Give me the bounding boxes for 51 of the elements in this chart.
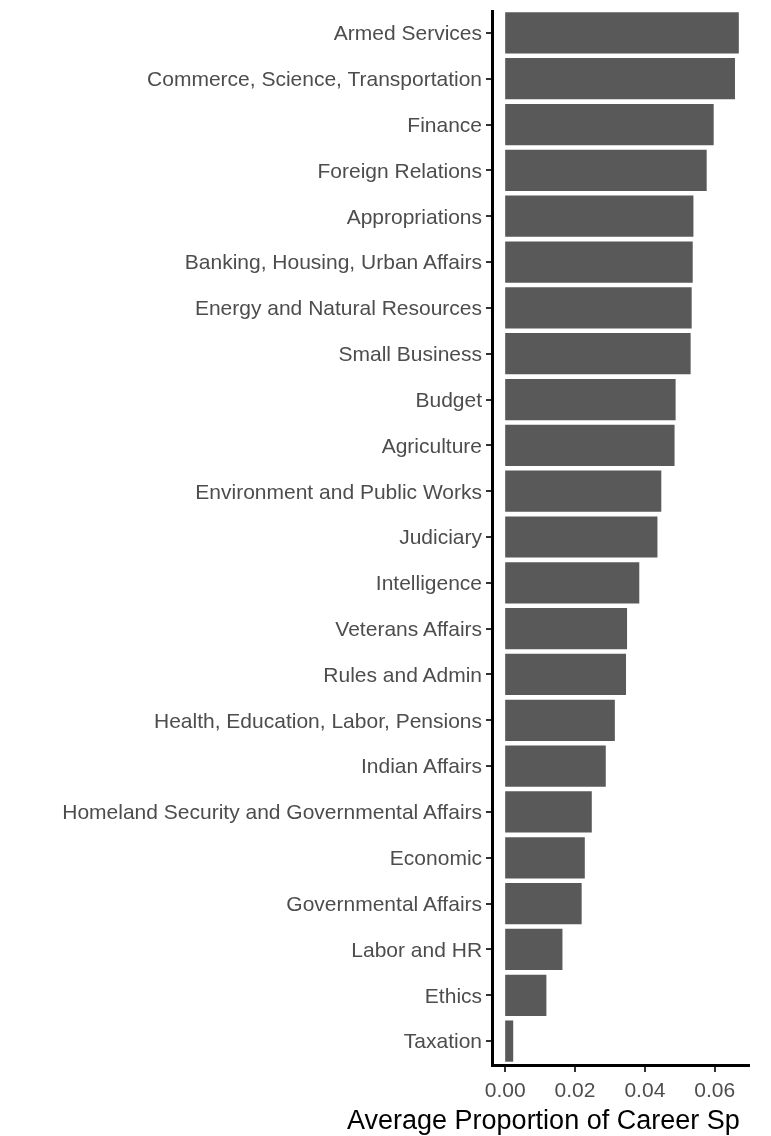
bar bbox=[505, 195, 694, 237]
bar bbox=[505, 287, 692, 329]
bar bbox=[505, 103, 714, 146]
x-axis-title: Average Proportion of Career Sp bbox=[347, 1105, 740, 1135]
bar bbox=[505, 837, 585, 879]
y-tick-label: Foreign Relations bbox=[317, 158, 483, 182]
y-tick-label: Economic bbox=[389, 846, 483, 870]
bar bbox=[505, 12, 739, 54]
y-tick-label: Rules and Admin bbox=[323, 662, 483, 686]
bar bbox=[505, 791, 592, 833]
bar bbox=[505, 1020, 514, 1062]
bar bbox=[505, 928, 563, 971]
y-tick-label: Ethics bbox=[424, 983, 483, 1007]
y-tick-label: Finance bbox=[407, 112, 483, 136]
bar bbox=[505, 699, 615, 741]
bar bbox=[505, 608, 628, 650]
y-tick-label: Taxation bbox=[403, 1029, 483, 1053]
bar bbox=[505, 653, 627, 696]
x-tick-label: 0.04 bbox=[624, 1077, 666, 1101]
y-tick-label: Appropriations bbox=[346, 204, 483, 228]
y-tick-label: Small Business bbox=[338, 342, 483, 366]
y-tick-label: Veterans Affairs bbox=[335, 617, 483, 640]
bar bbox=[505, 424, 675, 466]
y-tick-label: Homeland Security and Governmental Affairs bbox=[62, 800, 483, 824]
bar bbox=[505, 58, 735, 100]
y-tick-label: Intelligence bbox=[375, 571, 483, 595]
bar bbox=[505, 333, 691, 375]
y-tick-label: Environment and Public Works bbox=[195, 479, 483, 503]
bar bbox=[505, 974, 547, 1016]
y-tick-label: Banking, Housing, Urban Affairs bbox=[184, 250, 483, 274]
y-tick-label: Armed Services bbox=[333, 21, 483, 45]
bar bbox=[505, 241, 693, 283]
y-tick-label: Budget bbox=[415, 387, 483, 411]
bar bbox=[505, 745, 606, 787]
y-tick-label: Indian Affairs bbox=[361, 754, 483, 778]
x-tick-label: 0.00 bbox=[484, 1077, 526, 1101]
y-tick-label: Judiciary bbox=[399, 525, 483, 549]
y-tick-label: Energy and Natural Resources bbox=[194, 296, 483, 320]
bar bbox=[505, 516, 658, 558]
y-tick-label: Labor and HR bbox=[351, 937, 483, 961]
bar bbox=[505, 149, 707, 192]
x-tick-label: 0.02 bbox=[554, 1077, 596, 1101]
y-tick-label: Governmental Affairs bbox=[286, 891, 483, 915]
y-tick-label: Agriculture bbox=[381, 433, 483, 457]
y-tick-label: Commerce, Science, Transportation bbox=[147, 67, 483, 91]
bar bbox=[505, 470, 662, 512]
bar bbox=[505, 882, 582, 925]
bar bbox=[505, 562, 640, 604]
y-tick-label: Health, Education, Labor, Pensions bbox=[153, 708, 483, 732]
bar bbox=[505, 378, 676, 421]
x-tick-label: 0.06 bbox=[694, 1077, 736, 1101]
